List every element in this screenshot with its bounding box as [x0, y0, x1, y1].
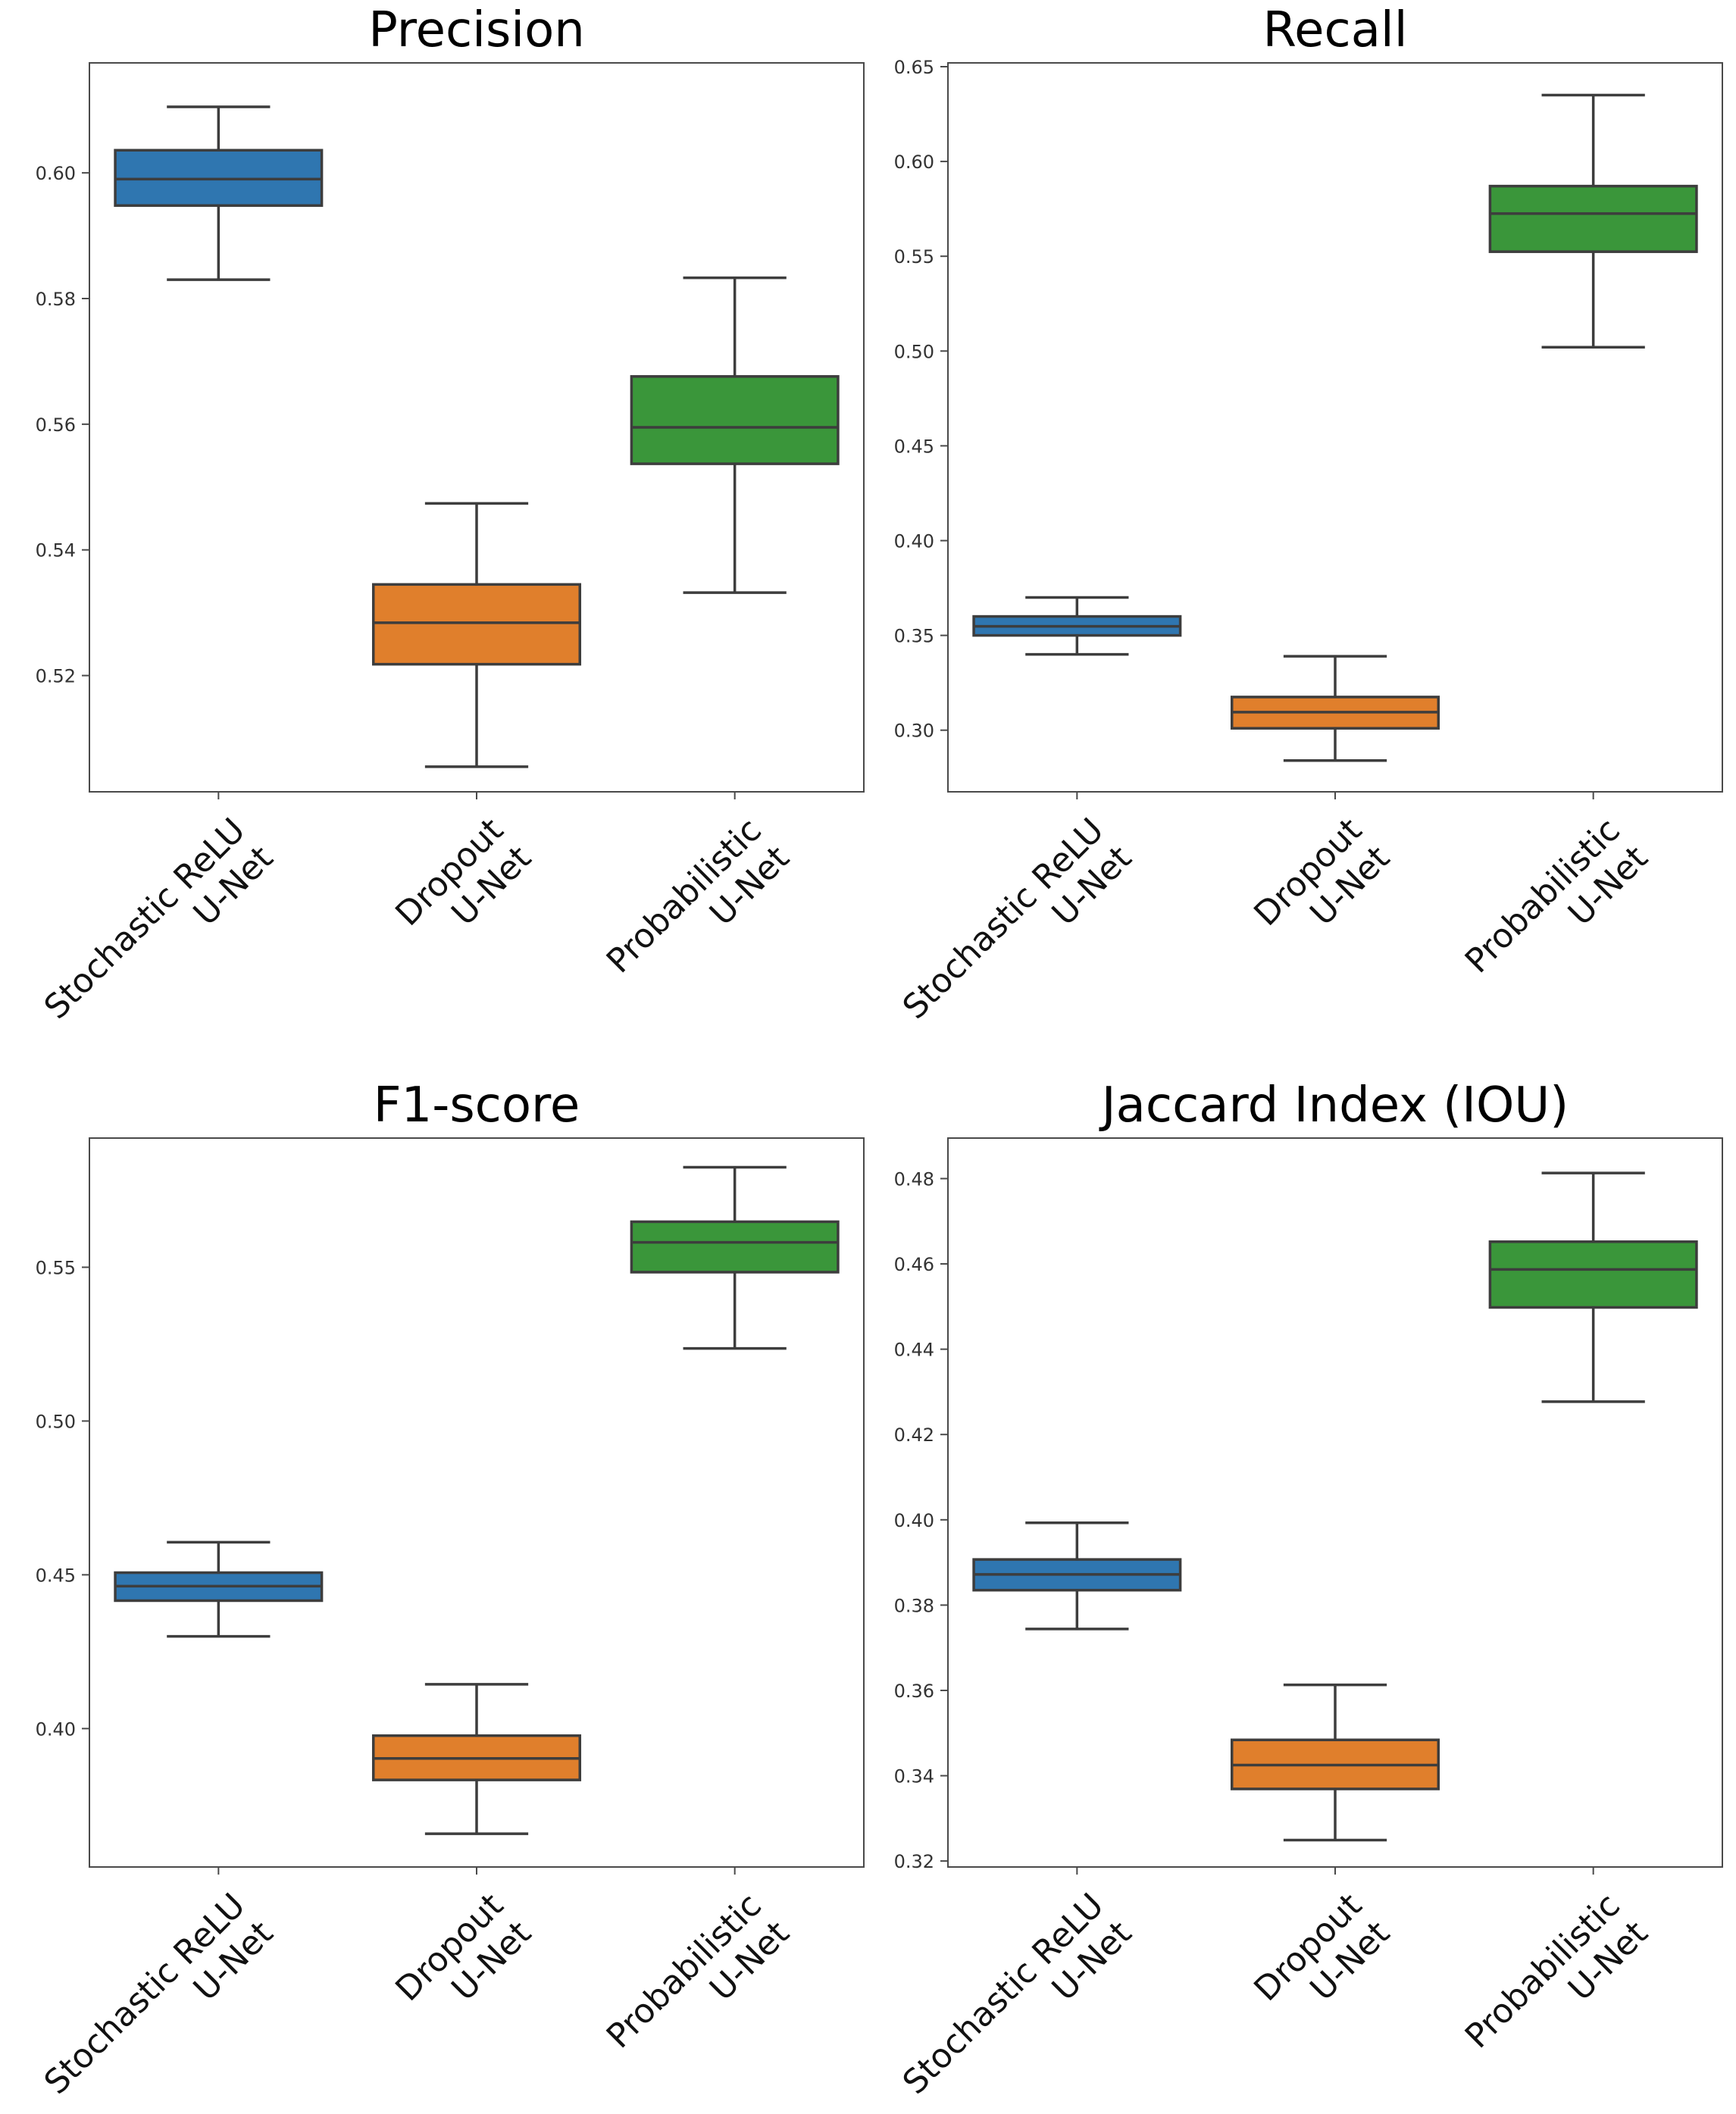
precision-box-stochastic-relu [114, 105, 324, 281]
f1-score-title: F1-score [374, 1077, 580, 1134]
precision-ytick-label: 0.60 [36, 163, 76, 184]
precision-ytick-label: 0.54 [36, 540, 76, 561]
precision-box-dropout [371, 502, 582, 768]
recall-ytick-label: 0.35 [894, 626, 934, 647]
precision-ytick-label: 0.52 [36, 666, 76, 687]
recall-ytick-label: 0.30 [894, 721, 934, 742]
iqr-box [371, 583, 582, 666]
jaccard-index-ytick-label: 0.40 [894, 1510, 934, 1531]
jaccard-index-ytick-label: 0.36 [894, 1681, 934, 1702]
f1-score-box-stochastic-relu [114, 1540, 324, 1638]
f1-score-ytick-label: 0.40 [36, 1718, 76, 1740]
recall-box-probabilistic [1488, 93, 1698, 349]
precision-box-probabilistic [630, 276, 840, 594]
recall-ytick-label: 0.65 [894, 57, 934, 78]
jaccard-index-box-dropout [1230, 1683, 1440, 1842]
jaccard-index-ytick-label: 0.34 [894, 1766, 934, 1787]
jaccard-index-ytick-label: 0.44 [894, 1340, 934, 1361]
iqr-box [630, 375, 840, 465]
recall-box-dropout [1230, 655, 1440, 762]
jaccard-index-box-stochastic-relu [972, 1521, 1182, 1631]
jaccard-index-ytick-label: 0.48 [894, 1168, 934, 1190]
precision-ytick-label: 0.58 [36, 289, 76, 310]
jaccard-index-ytick-label: 0.32 [894, 1851, 934, 1872]
iqr-box [630, 1220, 840, 1274]
recall-box-stochastic-relu [972, 596, 1182, 656]
recall-title: Recall [1263, 2, 1408, 58]
precision-ytick-label: 0.56 [36, 414, 76, 436]
iqr-box [1488, 1240, 1698, 1309]
recall-ytick-label: 0.50 [894, 341, 934, 362]
f1-score-box-probabilistic [630, 1165, 840, 1350]
f1-score-ytick-label: 0.45 [36, 1565, 76, 1586]
recall-ytick-label: 0.45 [894, 436, 934, 457]
jaccard-index-title: Jaccard Index (IOU) [1099, 1077, 1569, 1134]
recall-ytick-label: 0.40 [894, 530, 934, 552]
jaccard-index-ytick-label: 0.38 [894, 1595, 934, 1616]
recall-ytick-label: 0.55 [894, 246, 934, 267]
f1-score-ytick-label: 0.50 [36, 1411, 76, 1432]
f1-score-box-dropout [371, 1683, 582, 1835]
jaccard-index-box-probabilistic [1488, 1171, 1698, 1403]
precision-title: Precision [368, 2, 585, 58]
recall-ytick-label: 0.60 [894, 152, 934, 173]
jaccard-index-ytick-label: 0.42 [894, 1424, 934, 1446]
f1-score-ytick-label: 0.55 [36, 1257, 76, 1278]
iqr-box [1488, 184, 1698, 253]
jaccard-index-ytick-label: 0.46 [894, 1254, 934, 1275]
